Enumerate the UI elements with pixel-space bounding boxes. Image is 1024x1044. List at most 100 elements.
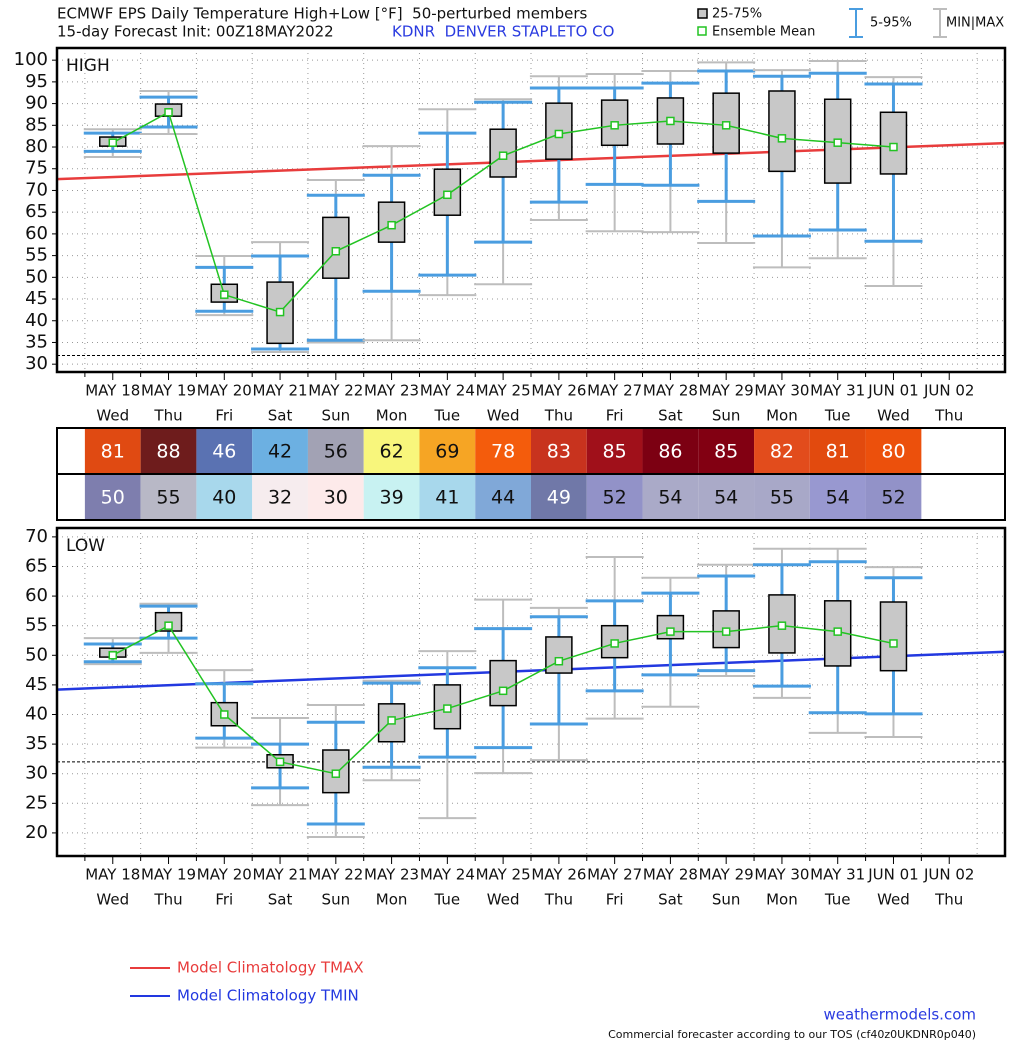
x-tick-label: JUN 01	[867, 382, 918, 400]
table-value: 85	[714, 441, 738, 463]
x-weekday-label: Fri	[606, 407, 624, 425]
table-cell	[419, 428, 476, 474]
table-value: 69	[435, 441, 459, 463]
table-cell	[196, 428, 253, 474]
plot-frame	[55, 526, 1007, 858]
x-tick-label: MAY 28	[643, 866, 698, 884]
table-cell	[865, 474, 922, 520]
x-weekday-label: Thu	[934, 891, 963, 909]
x-weekday-label: Sat	[658, 891, 683, 909]
y-tick-label: 70	[25, 179, 48, 200]
mean-marker	[108, 651, 118, 660]
y-tick-label: 60	[25, 223, 48, 244]
x-weekday-label: Sat	[268, 407, 293, 425]
legend-mean-icon	[697, 26, 707, 36]
x-tick-label: JUN 02	[923, 866, 974, 884]
table-value: 85	[603, 441, 627, 463]
y-tick-label: 85	[25, 114, 48, 135]
x-tick-label: MAY 29	[699, 866, 754, 884]
table-cell	[419, 474, 476, 520]
table-value: 54	[714, 487, 738, 509]
table-value: 54	[826, 487, 850, 509]
x-tick-label: MAY 29	[699, 382, 754, 400]
table-value: 54	[658, 487, 682, 509]
mean-marker	[275, 757, 285, 767]
table-cell	[475, 428, 531, 474]
mean-marker	[275, 307, 285, 317]
table-value: 44	[491, 487, 515, 509]
table-value: 86	[658, 441, 682, 463]
x-tick-label: MAY 30	[754, 382, 809, 400]
y-tick-label: 40	[25, 310, 48, 331]
x-tick-label: MAY 21	[253, 382, 308, 400]
box	[377, 201, 406, 243]
table-value: 55	[770, 487, 794, 509]
x-weekday-label: Sun	[712, 891, 741, 909]
table-cell	[252, 428, 308, 474]
x-weekday-label: Fri	[606, 891, 624, 909]
y-tick-label: 30	[25, 353, 48, 374]
mean-marker	[220, 710, 229, 719]
table-value: 39	[379, 487, 403, 509]
y-tick-label: 60	[25, 585, 48, 606]
legend-box-icon	[697, 8, 708, 19]
y-tick-label: 55	[25, 615, 48, 636]
x-tick-label: MAY 31	[810, 382, 865, 400]
y-tick-label: 95	[25, 71, 48, 92]
x-weekday-label: Mon	[376, 407, 408, 425]
x-weekday-label: Sat	[268, 891, 293, 909]
table-cell	[307, 428, 364, 474]
mean-marker	[666, 627, 675, 636]
table-cell	[586, 428, 643, 474]
y-tick-label: 70	[25, 526, 48, 547]
box	[545, 636, 573, 674]
x-weekday-label: Wed	[96, 891, 129, 909]
table-value: 81	[101, 441, 125, 463]
note: Commercial forecaster according to our T…	[608, 1028, 976, 1041]
x-weekday-label: Mon	[766, 407, 798, 425]
x-tick-label: MAY 26	[531, 866, 586, 884]
x-weekday-label: Sun	[322, 407, 351, 425]
x-tick-label: MAY 30	[754, 866, 809, 884]
table-value: 49	[547, 487, 571, 509]
x-weekday-label: Tue	[434, 891, 461, 909]
box	[712, 92, 740, 154]
y-tick-label: 100	[14, 49, 48, 70]
table-cell	[363, 428, 420, 474]
x-tick-label: MAY 22	[308, 866, 363, 884]
legend-tmin: Model Climatology TMIN	[177, 987, 359, 1005]
x-weekday-label: Fri	[215, 407, 233, 425]
x-weekday-label: Thu	[934, 407, 963, 425]
x-weekday-label: Thu	[153, 891, 182, 909]
mean-marker	[610, 639, 619, 648]
mean-marker	[387, 220, 396, 230]
table-cell	[363, 474, 420, 520]
y-tick-label: 35	[25, 331, 48, 352]
x-tick-label: MAY 27	[587, 866, 642, 884]
x-weekday-label: Mon	[376, 891, 408, 909]
panel-label: LOW	[66, 536, 105, 556]
mean-marker	[554, 656, 564, 666]
box	[489, 659, 517, 707]
x-tick-label: MAY 19	[141, 866, 196, 884]
y-tick-label: 55	[25, 245, 48, 266]
table-value: 83	[547, 441, 571, 463]
table-value: 78	[491, 441, 515, 463]
x-weekday-label: Sat	[658, 407, 683, 425]
legend-range: MIN|MAX	[946, 16, 1004, 31]
x-weekday-label: Wed	[96, 407, 129, 425]
x-weekday-label: Fri	[215, 891, 233, 909]
box	[879, 601, 908, 672]
table-value: 41	[435, 487, 459, 509]
y-tick-label: 25	[25, 792, 48, 813]
y-tick-label: 45	[25, 674, 48, 695]
table-cell	[140, 428, 197, 474]
mean-marker	[443, 704, 452, 713]
table-cell	[754, 428, 810, 474]
table-cell	[642, 428, 699, 474]
x-weekday-label: Wed	[487, 891, 520, 909]
table-cell	[84, 428, 141, 474]
table-value: 46	[212, 441, 236, 463]
x-weekday-label: Mon	[766, 891, 798, 909]
